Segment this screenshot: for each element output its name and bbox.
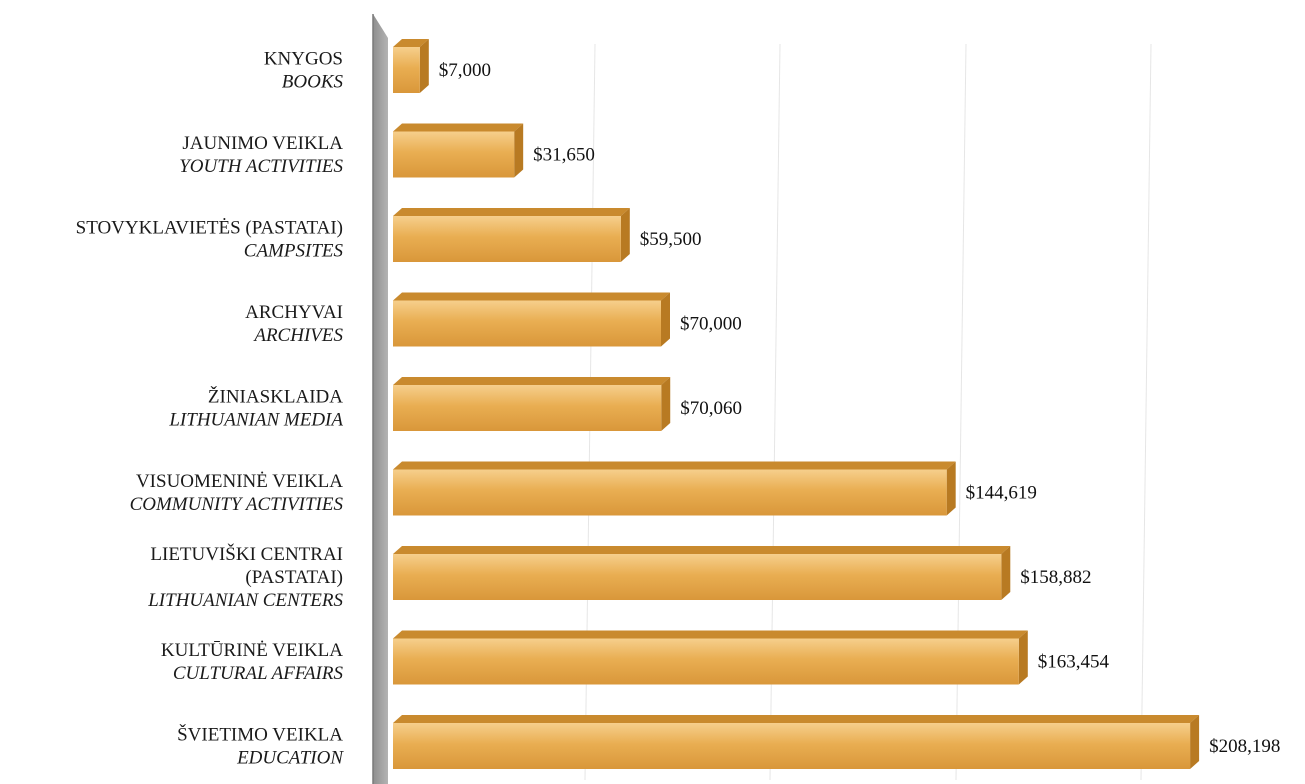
bar-front-face [393,469,947,516]
value-labels: $7,000 $31,650 $59,500 $70,000 $70,060 $144,6… [439,60,1281,757]
category-label: KNYGOS BOOKS [264,49,344,93]
category-labels: KNYGOS BOOKS JAUNIMO VEIKLA YOUTH ACTIVITIE… [76,49,345,769]
bar-front-face [393,723,1191,769]
data-label: $70,000 [680,314,742,335]
category-label-lt: ŠVIETIMO VEIKLA [177,724,343,746]
bar [393,292,670,347]
bar [393,377,671,431]
bar [393,630,1028,685]
category-label-lt: JAUNIMO VEIKLA [182,133,343,154]
bar-side-face [419,39,429,93]
category-label-lt: ŽINIASKLAIDA [208,386,343,408]
category-label-en: CAMPSITES [244,241,344,262]
data-label: $59,500 [640,229,702,250]
bar [393,39,429,93]
bar-side-face [514,123,524,178]
category-label: ŠVIETIMO VEIKLA EDUCATION [177,724,344,769]
category-label-en: LITHUANIAN CENTERS [147,590,343,611]
category-label-lt: LIETUVIŠKI CENTRAI [150,543,343,565]
data-label: $31,650 [533,145,595,166]
bar-front-face [393,300,661,347]
category-label-en: COMMUNITY ACTIVITIES [130,494,344,515]
bar-front-face [393,554,1002,600]
bar-front-face [393,216,621,262]
category-label: LIETUVIŠKI CENTRAI (PASTATAI) LITHUANIAN C… [147,543,343,611]
category-label-en: EDUCATION [236,748,344,769]
bar-top-face [393,39,429,47]
bar [393,123,524,178]
bar [393,546,1011,600]
category-label-lt: (PASTATAI) [245,567,343,588]
bar-front-face [393,385,662,431]
category-label: STOVYKLAVIETĖS (PASTATAI) CAMPSITES [76,218,344,262]
category-label: JAUNIMO VEIKLA YOUTH ACTIVITIES [179,133,343,177]
bar-top-face [393,377,671,385]
bar-top-face [393,292,670,301]
bar-side-face [620,208,630,262]
category-label-lt: VISUOMENINĖ VEIKLA [136,471,343,492]
data-label: $7,000 [439,60,491,81]
bar-front-face [393,638,1019,685]
axis-wall-face [373,14,388,784]
category-label-en: LITHUANIAN MEDIA [168,410,343,431]
bar [393,461,956,516]
category-label-en: CULTURAL AFFAIRS [173,663,344,684]
bar-top-face [393,123,524,132]
category-label: VISUOMENINĖ VEIKLA COMMUNITY ACTIVITIES [130,471,344,515]
bar-side-face [946,461,956,516]
data-label: $144,619 [966,483,1037,504]
bar-front-face [393,47,420,93]
category-label-lt: KULTŪRINĖ VEIKLA [161,640,343,661]
category-label-en: YOUTH ACTIVITIES [179,156,343,177]
bar-top-face [393,461,956,470]
bar [393,715,1200,769]
data-label: $208,198 [1209,736,1280,757]
bar-side-face [661,292,670,347]
bar-side-face [1018,630,1028,685]
data-label: $158,882 [1020,567,1091,588]
axis-wall [372,14,388,784]
category-label: ARCHYVAI ARCHIVES [245,302,343,346]
bar-top-face [393,546,1011,554]
category-label-en: ARCHIVES [252,325,343,346]
category-label: KULTŪRINĖ VEIKLA CULTURAL AFFAIRS [161,640,344,684]
category-label-en: BOOKS [282,72,344,93]
category-label: ŽINIASKLAIDA LITHUANIAN MEDIA [168,386,343,431]
bar-top-face [393,208,630,216]
bar-side-face [661,377,671,431]
bar-side-face [1001,546,1011,600]
bar [393,208,630,262]
bar-side-face [1190,715,1200,769]
category-label-lt: KNYGOS [264,49,343,70]
bar-top-face [393,715,1200,723]
bars [393,39,1200,769]
gridline [1140,43,1152,781]
data-label: $70,060 [680,398,742,419]
category-label-lt: ARCHYVAI [245,302,343,323]
category-label-lt: STOVYKLAVIETĖS (PASTATAI) [76,218,343,239]
data-label: $163,454 [1038,652,1110,673]
bar-top-face [393,630,1028,639]
bar-front-face [393,131,515,178]
